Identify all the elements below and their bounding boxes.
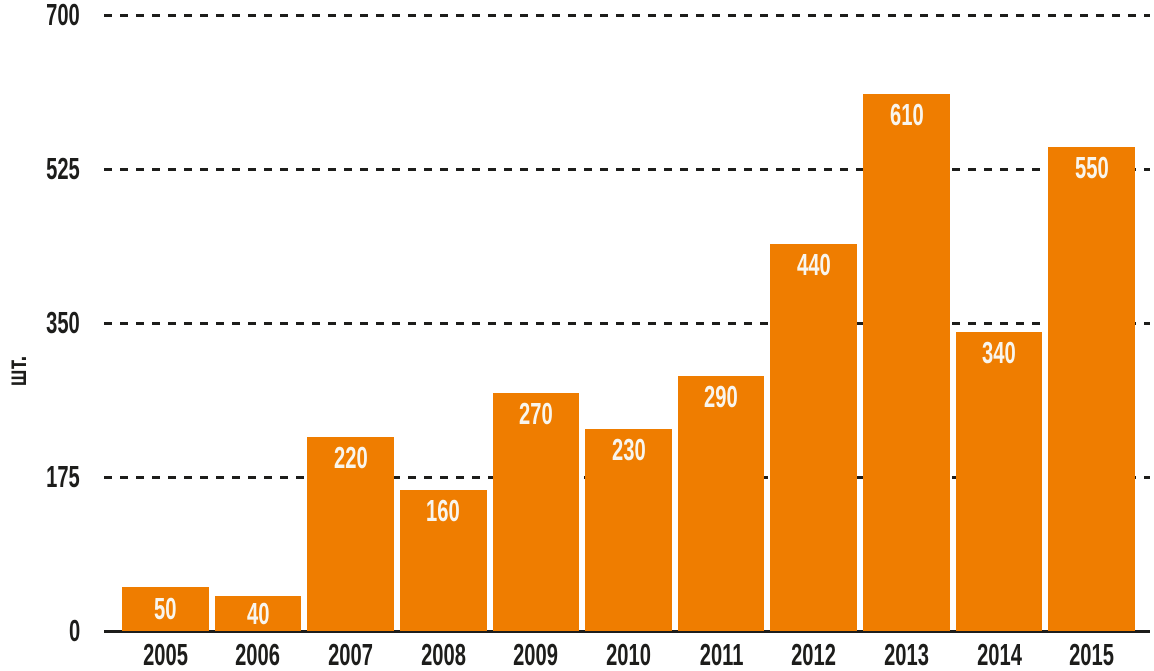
x-tick-text: 2009	[513, 637, 559, 671]
x-tick-label-2011: 2011	[672, 638, 771, 671]
bar-value-label: 40	[215, 595, 302, 631]
bar-value-label: 610	[863, 97, 950, 132]
y-tick-label-700: 700	[0, 0, 80, 30]
y-tick-label-175: 175	[0, 459, 80, 494]
gridline-700	[104, 13, 1150, 17]
x-tick-text: 2012	[791, 637, 837, 671]
bars-layer: 50 2005 40 2006 220 2007 160 2008 270 2009 230 2010…	[122, 0, 1136, 671]
x-tick-text: 2015	[1069, 637, 1115, 671]
x-tick-label-2008: 2008	[394, 638, 493, 671]
bar-column-2008: 160 2008	[399, 0, 487, 671]
y-tick-text: 175	[46, 459, 80, 494]
gridline-525	[104, 167, 1150, 171]
x-tick-label-2010: 2010	[579, 638, 678, 671]
bar-column-2006: 40 2006	[214, 0, 302, 671]
bar-column-2012: 440 2012	[770, 0, 858, 671]
bar-value-label: 440	[770, 247, 857, 282]
y-tick-label-0: 0	[0, 613, 80, 648]
x-tick-label-2006: 2006	[209, 638, 308, 671]
bar-value-text: 440	[796, 247, 831, 282]
x-tick-label-2005: 2005	[116, 638, 215, 671]
y-tick-text: 700	[46, 0, 80, 32]
bar-value-label: 550	[1048, 150, 1135, 185]
bar-column-2007: 220 2007	[307, 0, 394, 671]
bar-2009: 270	[492, 393, 580, 631]
bar-column-2013: 610 2013	[863, 0, 950, 671]
y-tick-label-350: 350	[0, 305, 80, 340]
bar-value-text: 550	[1074, 150, 1109, 185]
bar-2011: 290	[677, 376, 765, 631]
bar-2008: 160	[399, 490, 487, 631]
bar-value-text: 230	[611, 432, 646, 467]
x-tick-text: 2010	[606, 637, 651, 671]
bar-2007: 220	[307, 437, 394, 631]
bar-2013: 610	[863, 94, 950, 631]
x-tick-label-2009: 2009	[487, 638, 586, 671]
bar-value-label: 220	[307, 440, 394, 475]
bar-value-text: 50	[154, 591, 177, 626]
y-tick-text: 525	[46, 151, 80, 186]
x-tick-text: 2006	[235, 637, 281, 671]
x-tick-text: 2013	[884, 637, 929, 671]
bar-value-label: 50	[122, 591, 209, 626]
bar-value-text: 340	[982, 335, 1016, 370]
bar-2010: 230	[585, 429, 672, 631]
x-tick-text: 2011	[699, 637, 744, 671]
x-tick-text: 2008	[420, 637, 466, 671]
y-tick-text: 0	[68, 613, 80, 648]
x-tick-label-2013: 2013	[857, 638, 956, 671]
bar-value-label: 270	[493, 396, 580, 431]
x-tick-text: 2005	[142, 637, 188, 671]
x-tick-label-2015: 2015	[1042, 638, 1141, 671]
x-tick-label-2012: 2012	[764, 638, 863, 671]
bar-value-label: 340	[956, 335, 1043, 370]
y-tick-text: 350	[46, 305, 80, 340]
bar-column-2011: 290 2011	[677, 0, 765, 671]
bar-2006: 40	[214, 595, 302, 631]
bar-2012: 440	[770, 244, 858, 631]
bar-value-label: 230	[585, 432, 672, 467]
x-tick-text: 2014	[976, 637, 1022, 671]
gridline-350	[104, 321, 1150, 325]
bar-2015: 550	[1048, 147, 1136, 631]
bar-column-2005: 50 2005	[122, 0, 209, 671]
x-axis-line	[104, 630, 1150, 633]
y-axis-title-text: шт.	[1, 355, 32, 387]
bar-column-2015: 550 2015	[1048, 0, 1136, 671]
y-axis-title: шт.	[0, 343, 34, 399]
bar-value-text: 290	[704, 379, 738, 414]
bar-value-text: 40	[246, 595, 270, 631]
bar-value-text: 220	[333, 440, 368, 475]
x-tick-text: 2007	[328, 637, 374, 671]
bar-2005: 50	[122, 587, 209, 631]
bar-2014: 340	[955, 332, 1043, 631]
bar-value-text: 610	[889, 97, 924, 132]
bar-column-2009: 270 2009	[492, 0, 580, 671]
x-tick-label-2014: 2014	[950, 638, 1049, 671]
bar-value-text: 270	[519, 396, 553, 431]
bar-value-text: 160	[426, 493, 461, 528]
bar-value-label: 290	[678, 379, 765, 414]
x-tick-label-2007: 2007	[301, 638, 400, 671]
bar-column-2014: 340 2014	[955, 0, 1043, 671]
bar-column-2010: 230 2010	[585, 0, 672, 671]
y-tick-label-525: 525	[0, 151, 80, 186]
bar-value-label: 160	[400, 493, 487, 528]
